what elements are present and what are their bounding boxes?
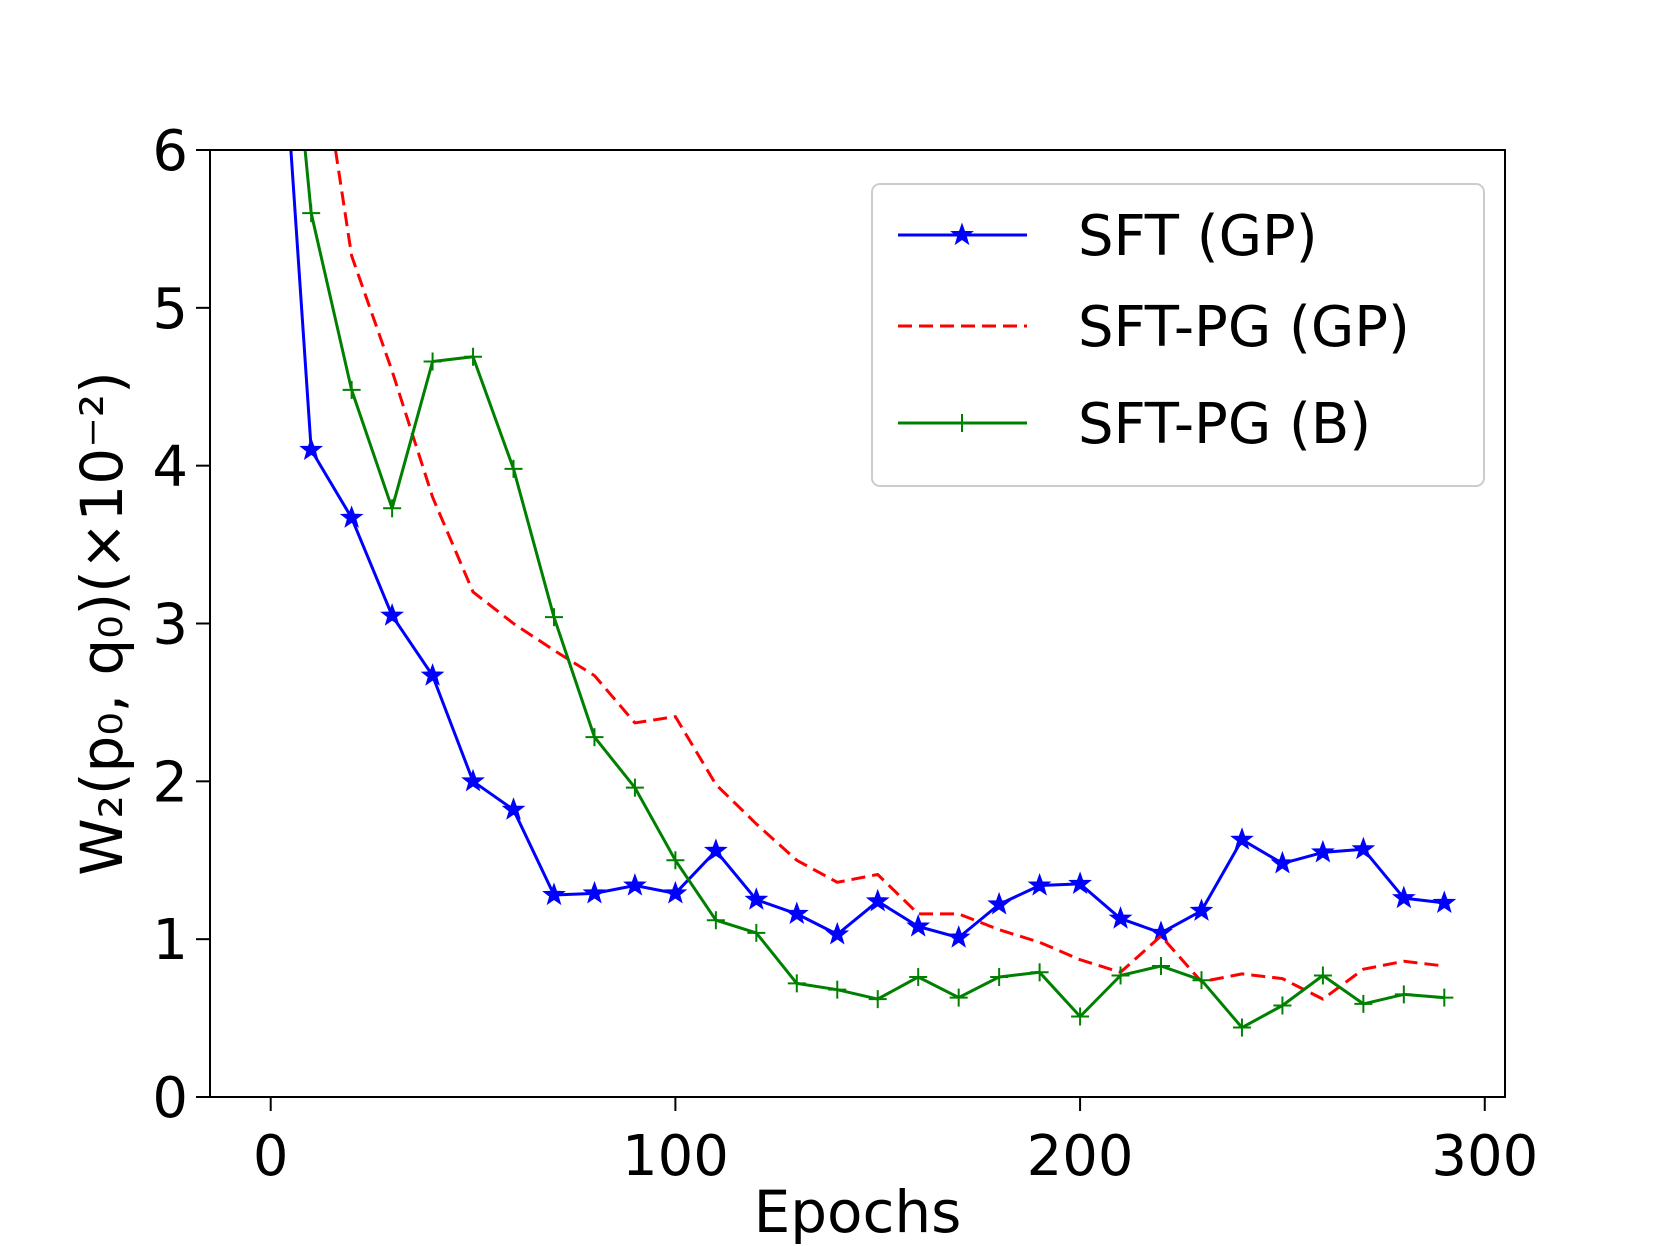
series-point (461, 768, 485, 792)
series-point (1192, 971, 1211, 990)
y-axis-label: W₂(p₀, q₀)(×10⁻²) (68, 371, 136, 875)
series-point (299, 437, 323, 460)
series-point (706, 911, 725, 930)
y-axis: 0 1 2 3 4 5 6 (152, 119, 210, 1131)
series-point (623, 873, 647, 896)
series-point (585, 728, 604, 747)
series-point (1435, 988, 1454, 1007)
series-point (420, 663, 445, 686)
series-point (663, 880, 688, 904)
series-point (1392, 885, 1416, 909)
series-point (582, 880, 607, 904)
series-point (342, 380, 361, 399)
series-point (990, 968, 1009, 987)
series-point (464, 347, 483, 366)
series-line (334, 150, 1445, 1001)
series-point (747, 923, 766, 942)
series-point (501, 797, 526, 820)
series-point (1071, 1007, 1090, 1026)
series-point (906, 913, 931, 937)
series-point (1232, 1018, 1251, 1037)
series-point (946, 925, 971, 948)
series-point (380, 603, 405, 626)
series-point (1030, 963, 1049, 982)
series-point (504, 459, 523, 478)
series-point (1351, 836, 1376, 860)
series-point (1027, 873, 1052, 896)
series-point (953, 414, 971, 432)
legend-item: SFT-PG (GP) (898, 295, 1410, 360)
series-point (1273, 996, 1292, 1015)
series-point (302, 204, 321, 223)
series-point (828, 980, 847, 999)
series-point (1068, 871, 1092, 894)
series-point (383, 499, 402, 518)
series-point (744, 887, 769, 910)
x-tick-label: 100 (622, 1124, 729, 1189)
series-point (1230, 827, 1254, 850)
x-tick-label: 200 (1027, 1124, 1134, 1189)
series-point (423, 352, 442, 371)
y-tick-label: 1 (152, 908, 188, 973)
series-point (987, 891, 1012, 915)
y-tick-label: 5 (152, 277, 188, 342)
series-point (950, 222, 974, 246)
series-point (542, 882, 566, 906)
series-point (1313, 966, 1332, 985)
series-point (825, 921, 850, 945)
series-point (704, 838, 728, 861)
series-line (289, 150, 1445, 940)
series-point (1354, 994, 1373, 1013)
legend-label: SFT-PG (GP) (1078, 295, 1410, 360)
series-point (1394, 985, 1413, 1004)
series-point (625, 778, 644, 797)
series-point (1189, 898, 1214, 921)
series-point (1111, 966, 1130, 985)
y-tick-label: 4 (152, 435, 188, 500)
series-point (1310, 839, 1335, 863)
x-tick-label: 0 (253, 1124, 289, 1189)
x-tick-label: 300 (1431, 1124, 1538, 1189)
series-point (868, 990, 887, 1009)
series-sft-pg-b (302, 150, 1454, 1037)
legend-item: SFT (GP) (898, 204, 1318, 269)
legend-box (871, 183, 1485, 487)
x-axis-label: Epochs (754, 1178, 962, 1246)
y-tick-label: 3 (152, 593, 188, 658)
series-point (666, 851, 685, 870)
y-tick-label: 0 (152, 1066, 188, 1131)
series-sft-gp (289, 150, 1457, 948)
series-point (865, 888, 890, 912)
series-point (1108, 906, 1133, 929)
y-tick-label: 2 (152, 750, 188, 815)
series-sft-pg-gp (334, 150, 1445, 1001)
series-point (909, 968, 928, 987)
series-point (1270, 850, 1295, 874)
legend-label: SFT (GP) (1078, 204, 1318, 269)
legend-label: SFT-PG (B) (1078, 392, 1371, 457)
series-point (1432, 890, 1457, 913)
series-point (949, 988, 968, 1007)
y-tick-label: 6 (152, 119, 188, 184)
series-layer (289, 150, 1457, 1037)
x-axis: 0 100 200 300 (253, 1097, 1538, 1189)
legend: SFT (GP) SFT-PG (GP) SFT-PG (B) (871, 183, 1485, 487)
series-point (339, 505, 364, 528)
series-point (784, 901, 809, 924)
legend-item: SFT-PG (B) (898, 392, 1371, 457)
series-point (787, 974, 806, 993)
series-point (544, 608, 563, 627)
series-point (1152, 956, 1171, 975)
